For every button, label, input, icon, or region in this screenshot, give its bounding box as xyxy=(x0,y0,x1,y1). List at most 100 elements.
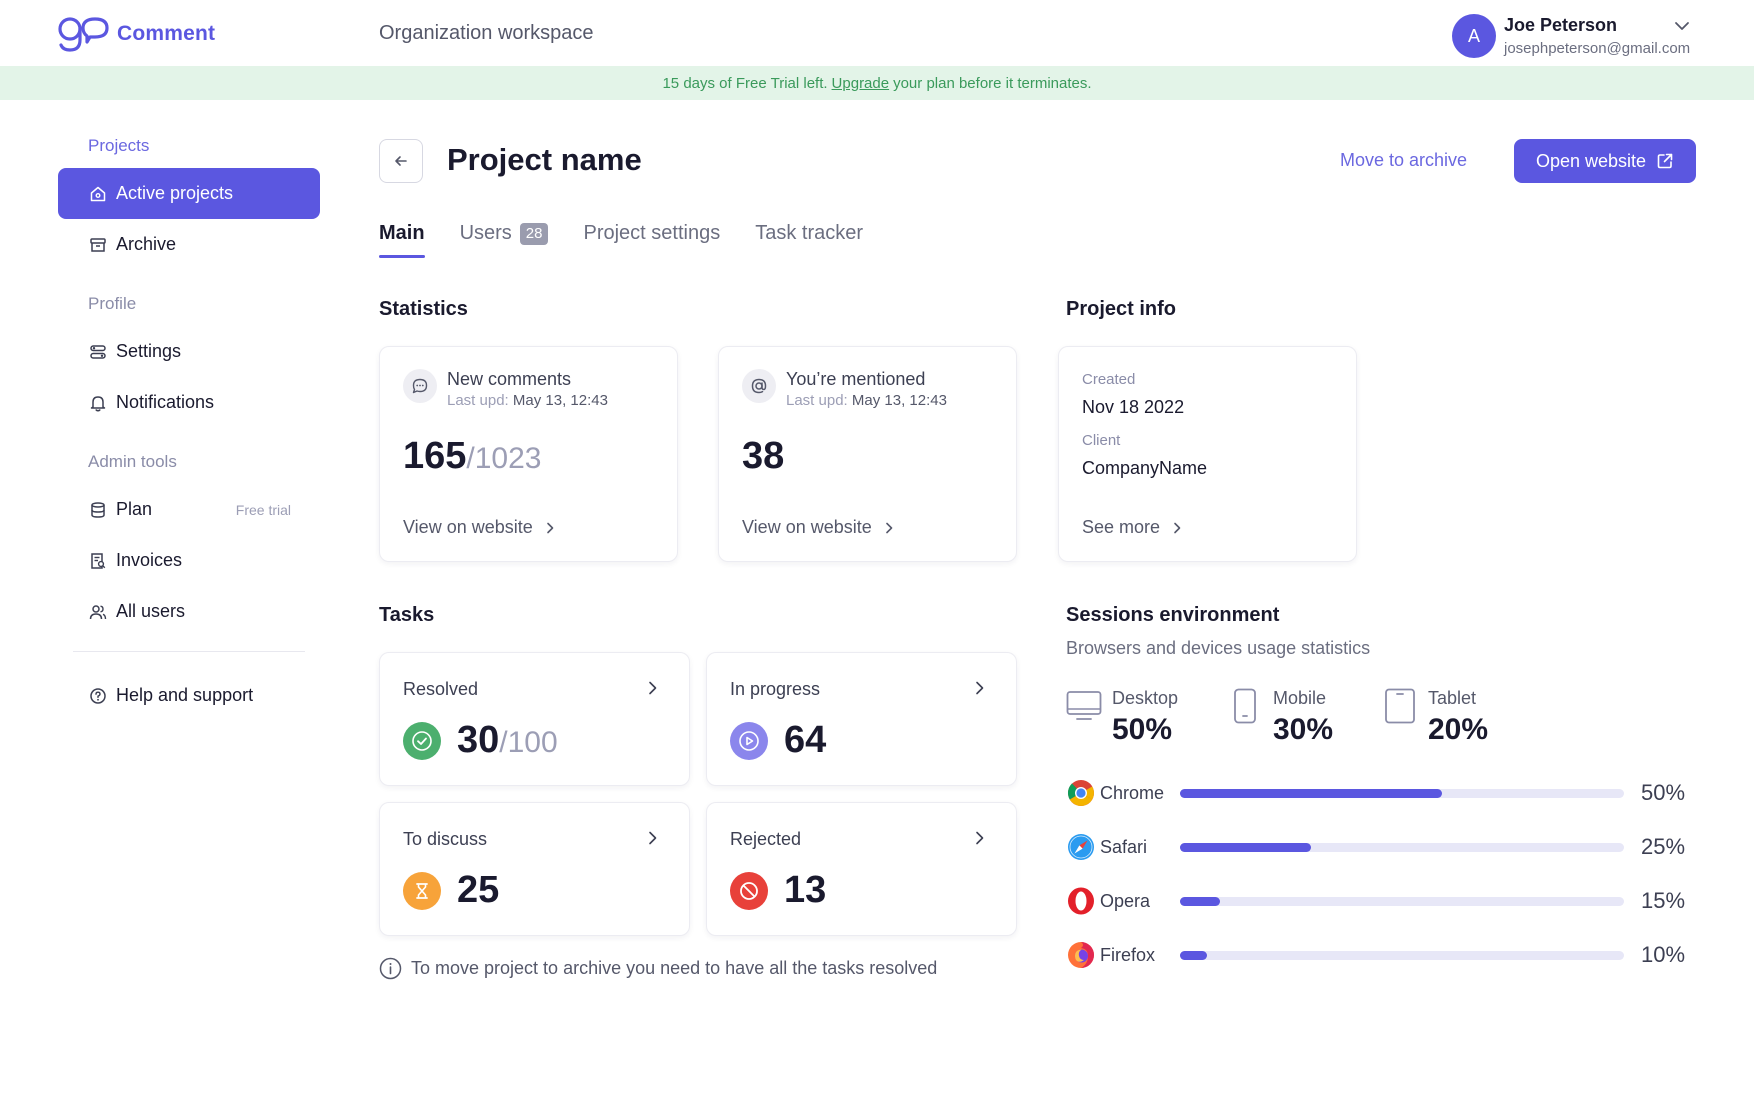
created-label: Created xyxy=(1082,371,1136,388)
tabs: Main Users 28 Project settings Task track… xyxy=(379,222,898,258)
project-info-title: Project info xyxy=(1066,298,1177,320)
logo[interactable]: Comment xyxy=(57,16,215,52)
device-value: 30% xyxy=(1273,713,1334,746)
tasks-title: Tasks xyxy=(379,604,435,626)
sidebar-item-settings[interactable]: Settings xyxy=(58,326,320,377)
task-card-to-discuss[interactable]: To discuss 25 xyxy=(379,802,690,936)
statistics-title: Statistics xyxy=(379,298,468,320)
browser-row-chrome: Chrome 50% xyxy=(1066,778,1686,808)
tab-users[interactable]: Users 28 xyxy=(460,222,549,258)
sidebar-item-invoices[interactable]: Invoices xyxy=(58,535,320,586)
archive-icon xyxy=(88,235,108,255)
task-label: Resolved xyxy=(403,679,479,699)
move-to-archive-button[interactable]: Move to archive xyxy=(1340,150,1468,170)
back-button[interactable] xyxy=(379,139,423,183)
device-stats: Desktop 50% Mobile 30% Tablet 20% xyxy=(1066,688,1488,747)
chevron-down-icon[interactable] xyxy=(1673,17,1691,35)
chevron-right-icon xyxy=(976,831,984,845)
task-label: To discuss xyxy=(403,829,488,849)
trial-banner-text: 15 days of Free Trial left. xyxy=(662,74,828,92)
last-update-value: May 13, 12:43 xyxy=(851,392,947,409)
task-total: /100 xyxy=(499,726,558,759)
home-icon xyxy=(88,184,108,204)
browser-percentage: 50% xyxy=(1641,780,1686,805)
device-label: Desktop xyxy=(1112,688,1179,708)
chevron-right-icon xyxy=(976,681,984,695)
tab-task-tracker[interactable]: Task tracker xyxy=(755,222,863,258)
tab-label: Project settings xyxy=(583,222,721,244)
browser-name: Opera xyxy=(1100,890,1151,911)
safari-icon xyxy=(1068,834,1094,860)
task-label: In progress xyxy=(730,679,821,699)
tab-project-settings[interactable]: Project settings xyxy=(583,222,720,258)
project-info-card: Created Nov 18 2022 Client CompanyName S… xyxy=(1058,346,1357,562)
sidebar-item-active-projects[interactable]: Active projects xyxy=(58,168,320,219)
sidebar-item-label: Notifications xyxy=(116,392,215,412)
link-label: View on website xyxy=(742,517,872,537)
logo-mark-icon xyxy=(58,17,109,52)
task-card-in-progress[interactable]: In progress 64 xyxy=(706,652,1017,786)
invoice-icon xyxy=(88,551,108,571)
sidebar-item-all-users[interactable]: All users xyxy=(58,586,320,637)
stat-label: You’re mentioned xyxy=(786,369,926,389)
usage-bar-track xyxy=(1180,842,1624,852)
stat-value: 38 xyxy=(742,435,785,477)
usage-bar-fill xyxy=(1180,950,1207,960)
usage-bar-fill xyxy=(1180,896,1220,906)
tab-label: Task tracker xyxy=(755,222,864,244)
stat-label: New comments xyxy=(447,369,572,389)
task-card-rejected[interactable]: Rejected 13 xyxy=(706,802,1017,936)
device-label: Mobile xyxy=(1273,688,1327,708)
at-icon xyxy=(742,369,776,403)
open-website-button[interactable]: Open website xyxy=(1514,139,1696,183)
avatar[interactable]: A xyxy=(1452,14,1496,58)
arrow-left-icon xyxy=(395,156,407,166)
sidebar-item-notifications[interactable]: Notifications xyxy=(58,377,320,428)
task-value: 64 xyxy=(784,719,827,761)
device-mobile: Mobile 30% xyxy=(1227,688,1382,747)
sidebar-item-label: Active projects xyxy=(116,183,234,203)
logo-text: Comment xyxy=(117,22,216,45)
user-email: josephpeterson@gmail.com xyxy=(1504,40,1691,57)
sidebar-section-profile: Profile xyxy=(88,294,137,313)
sidebar-item-plan[interactable]: Plan Free trial xyxy=(58,484,320,535)
see-more-link[interactable]: See more xyxy=(1082,517,1184,538)
sidebar-item-label: Plan xyxy=(116,499,153,519)
task-label: Rejected xyxy=(730,829,802,849)
browser-row-firefox: Firefox 10% xyxy=(1066,940,1686,970)
sidebar-item-archive[interactable]: Archive xyxy=(58,219,320,270)
sidebar-item-help-and-support[interactable]: Help and support xyxy=(58,670,320,721)
usage-bar-track xyxy=(1180,896,1624,906)
sidebar-item-label: All users xyxy=(116,601,186,621)
link-label: See more xyxy=(1082,517,1161,537)
chrome-icon xyxy=(1067,780,1094,806)
settings-icon xyxy=(88,342,108,362)
device-tablet: Tablet 20% xyxy=(1382,688,1488,747)
play-icon xyxy=(730,721,768,760)
external-link-icon xyxy=(1657,153,1673,169)
help-icon xyxy=(88,686,108,706)
upgrade-link[interactable]: Upgrade xyxy=(831,74,890,92)
user-menu[interactable]: A Joe Peterson josephpeterson@gmail.com xyxy=(1452,14,1690,58)
browser-percentage: 15% xyxy=(1641,888,1686,913)
trial-banner: 15 days of Free Trial left. Upgrade your… xyxy=(0,66,1754,100)
database-icon xyxy=(88,500,108,520)
page-title: Project name xyxy=(447,142,642,177)
sidebar-section-projects: Projects xyxy=(88,136,150,155)
usage-bar-track xyxy=(1180,788,1624,798)
opera-icon xyxy=(1068,887,1094,915)
browser-row-safari: Safari 25% xyxy=(1066,832,1686,862)
browser-name: Safari xyxy=(1100,836,1148,857)
info-icon xyxy=(379,957,402,980)
comment-icon xyxy=(403,369,437,403)
task-card-resolved[interactable]: Resolved 30/100 xyxy=(379,652,690,786)
sidebar-item-label: Settings xyxy=(116,341,182,361)
usage-bar-fill xyxy=(1180,842,1311,852)
client-value: CompanyName xyxy=(1082,458,1208,478)
tab-main[interactable]: Main xyxy=(379,222,425,258)
view-on-website-link[interactable]: View on website xyxy=(403,517,557,538)
archive-note-text: To move project to archive you need to h… xyxy=(411,958,938,978)
view-on-website-link[interactable]: View on website xyxy=(742,517,896,538)
link-label: View on website xyxy=(403,517,533,537)
chevron-right-icon xyxy=(885,522,893,533)
